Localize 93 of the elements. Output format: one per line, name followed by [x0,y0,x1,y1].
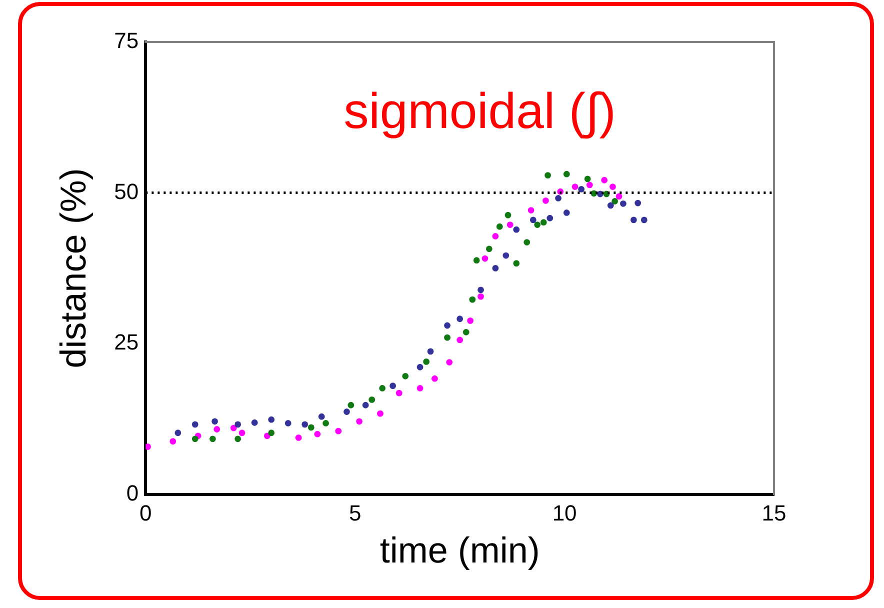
point [444,334,450,341]
point [524,239,530,246]
point [467,317,474,324]
point [563,170,570,178]
point [390,382,396,390]
point [423,358,430,365]
x-axis-title: time (min) [380,529,540,570]
y-tick-label: 50 [114,178,139,204]
point [572,184,578,190]
y-axis-title: distance (%) [52,168,94,368]
point [432,375,438,382]
point [630,216,637,224]
point [268,430,275,436]
point [492,233,499,240]
point [444,322,450,329]
point [506,222,514,228]
point [473,257,480,264]
point [610,184,616,190]
point [555,195,562,202]
point [314,430,321,438]
x-tick-label: 5 [348,500,362,526]
x-tick-label: 10 [552,500,577,526]
point [612,198,618,204]
point [416,385,424,392]
point [456,316,464,322]
point [469,296,476,303]
point [456,336,464,344]
point [209,436,216,442]
point [513,226,520,233]
point [584,176,591,182]
point [238,430,246,436]
point [344,408,350,415]
point [616,193,622,200]
point [546,214,554,222]
point [462,328,470,336]
point [174,430,182,436]
point [377,410,384,417]
point [534,222,541,228]
point [214,426,220,432]
point [478,286,484,294]
point [601,176,608,184]
point [492,265,499,272]
point [607,202,614,209]
point [540,219,547,226]
point [402,372,409,380]
point [620,200,626,207]
point [504,212,512,218]
point [416,364,424,370]
point [486,246,492,252]
point [318,413,325,420]
point [284,420,292,426]
point [146,444,151,450]
point [496,223,503,230]
point [634,200,642,206]
point [251,419,258,426]
point [192,421,198,428]
y-tick-label: 75 [114,28,139,54]
point [578,186,585,192]
point [396,390,402,396]
point [230,424,237,432]
point [640,216,648,224]
point [212,418,218,425]
point [362,402,369,408]
point [482,255,488,262]
point [234,421,242,428]
text: sigmoidal (∫) [344,82,616,139]
point [542,197,549,204]
point [586,182,593,188]
point [234,436,242,442]
point [368,396,376,403]
point [478,293,484,300]
point [192,436,198,442]
point [308,424,314,431]
point [427,348,434,355]
point [530,216,536,224]
point [563,210,570,216]
point [528,207,534,214]
point [302,421,308,428]
point [335,428,342,434]
point [513,260,520,267]
point [356,418,363,425]
point [295,434,302,441]
point [170,438,176,445]
y-tick-label: 0 [126,480,139,506]
point [379,385,386,392]
x-tick-label: 15 [762,500,786,526]
point [544,172,551,179]
point [446,359,453,366]
point [322,420,329,426]
y-tick-label: 25 [114,330,139,355]
point [268,416,275,423]
point [502,252,510,259]
point [348,402,354,408]
